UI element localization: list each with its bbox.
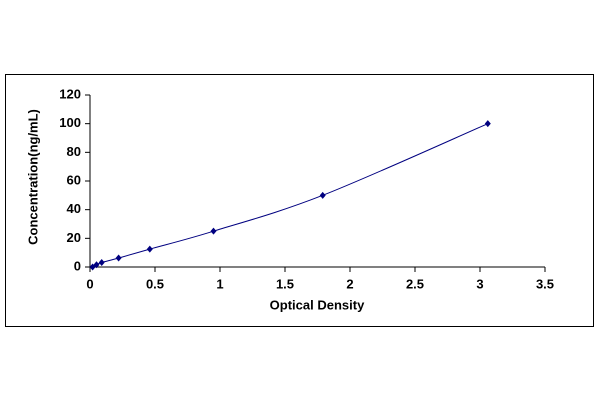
- x-axis-title: Optical Density: [270, 297, 365, 312]
- y-tick-label: 40: [67, 201, 81, 216]
- chart-border: [5, 74, 594, 327]
- x-tick-label: 1: [216, 276, 223, 291]
- point: [146, 245, 153, 253]
- point: [93, 261, 100, 269]
- y-tick-label: 120: [59, 86, 81, 101]
- y-tick-label: 100: [59, 115, 81, 130]
- point: [484, 120, 491, 128]
- y-tick-label: 80: [67, 144, 81, 159]
- x-tick-label: 3: [476, 276, 483, 291]
- x-tick-label: 0: [86, 276, 93, 291]
- x-tick-label: 1.5: [276, 276, 294, 291]
- point: [319, 191, 326, 199]
- y-tick-label: 60: [67, 172, 81, 187]
- x-tick-label: 2: [346, 276, 353, 291]
- y-axis-title: Concentration(ng/mL): [25, 109, 40, 245]
- x-tick-label: 3.5: [536, 276, 554, 291]
- y-tick-label: 0: [74, 258, 81, 273]
- point: [98, 259, 105, 267]
- x-tick-label: 2.5: [406, 276, 424, 291]
- point: [210, 227, 217, 235]
- y-tick-label: 20: [67, 230, 81, 245]
- x-tick-label: 0.5: [146, 276, 164, 291]
- point: [115, 254, 122, 262]
